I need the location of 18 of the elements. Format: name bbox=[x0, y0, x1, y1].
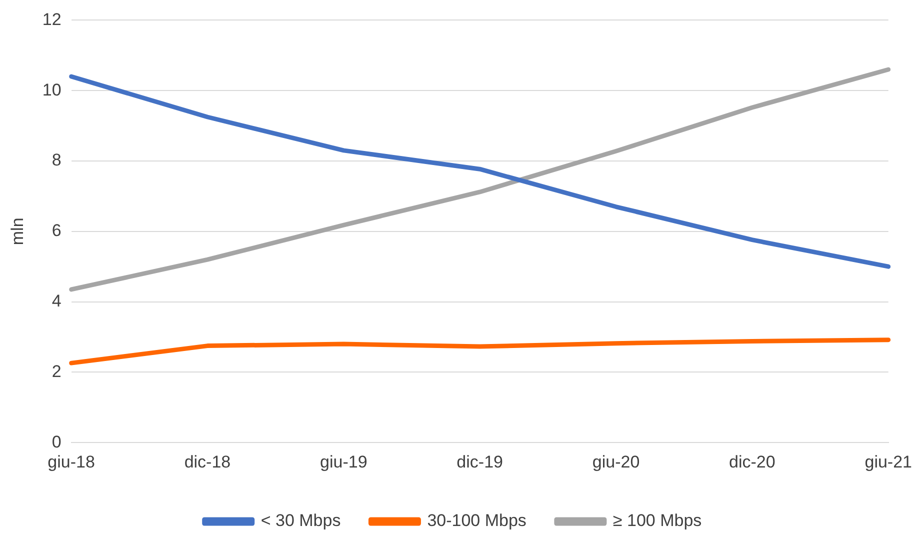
y-tick-label: 4 bbox=[52, 291, 62, 310]
legend-label: < 30 Mbps bbox=[260, 511, 341, 530]
legend-label: ≥ 100 Mbps bbox=[612, 511, 702, 530]
y-tick-label: 8 bbox=[52, 150, 62, 170]
y-tick-label: 10 bbox=[42, 80, 62, 100]
y-tick-label: 12 bbox=[42, 10, 62, 29]
x-tick-label: dic-19 bbox=[456, 452, 503, 472]
y-axis-title: mln bbox=[8, 218, 27, 246]
legend-label: 30-100 Mbps bbox=[427, 511, 526, 530]
x-tick-label: giu-18 bbox=[48, 452, 95, 472]
x-tick-label: dic-20 bbox=[729, 452, 776, 472]
y-tick-label: 0 bbox=[52, 432, 62, 452]
x-tick-label: giu-19 bbox=[320, 452, 368, 472]
y-tick-label: 2 bbox=[52, 362, 62, 381]
x-tick-label: giu-20 bbox=[592, 452, 640, 472]
x-tick-label: dic-18 bbox=[184, 452, 231, 472]
y-tick-label: 6 bbox=[52, 221, 62, 240]
x-tick-label: giu-21 bbox=[864, 452, 912, 472]
